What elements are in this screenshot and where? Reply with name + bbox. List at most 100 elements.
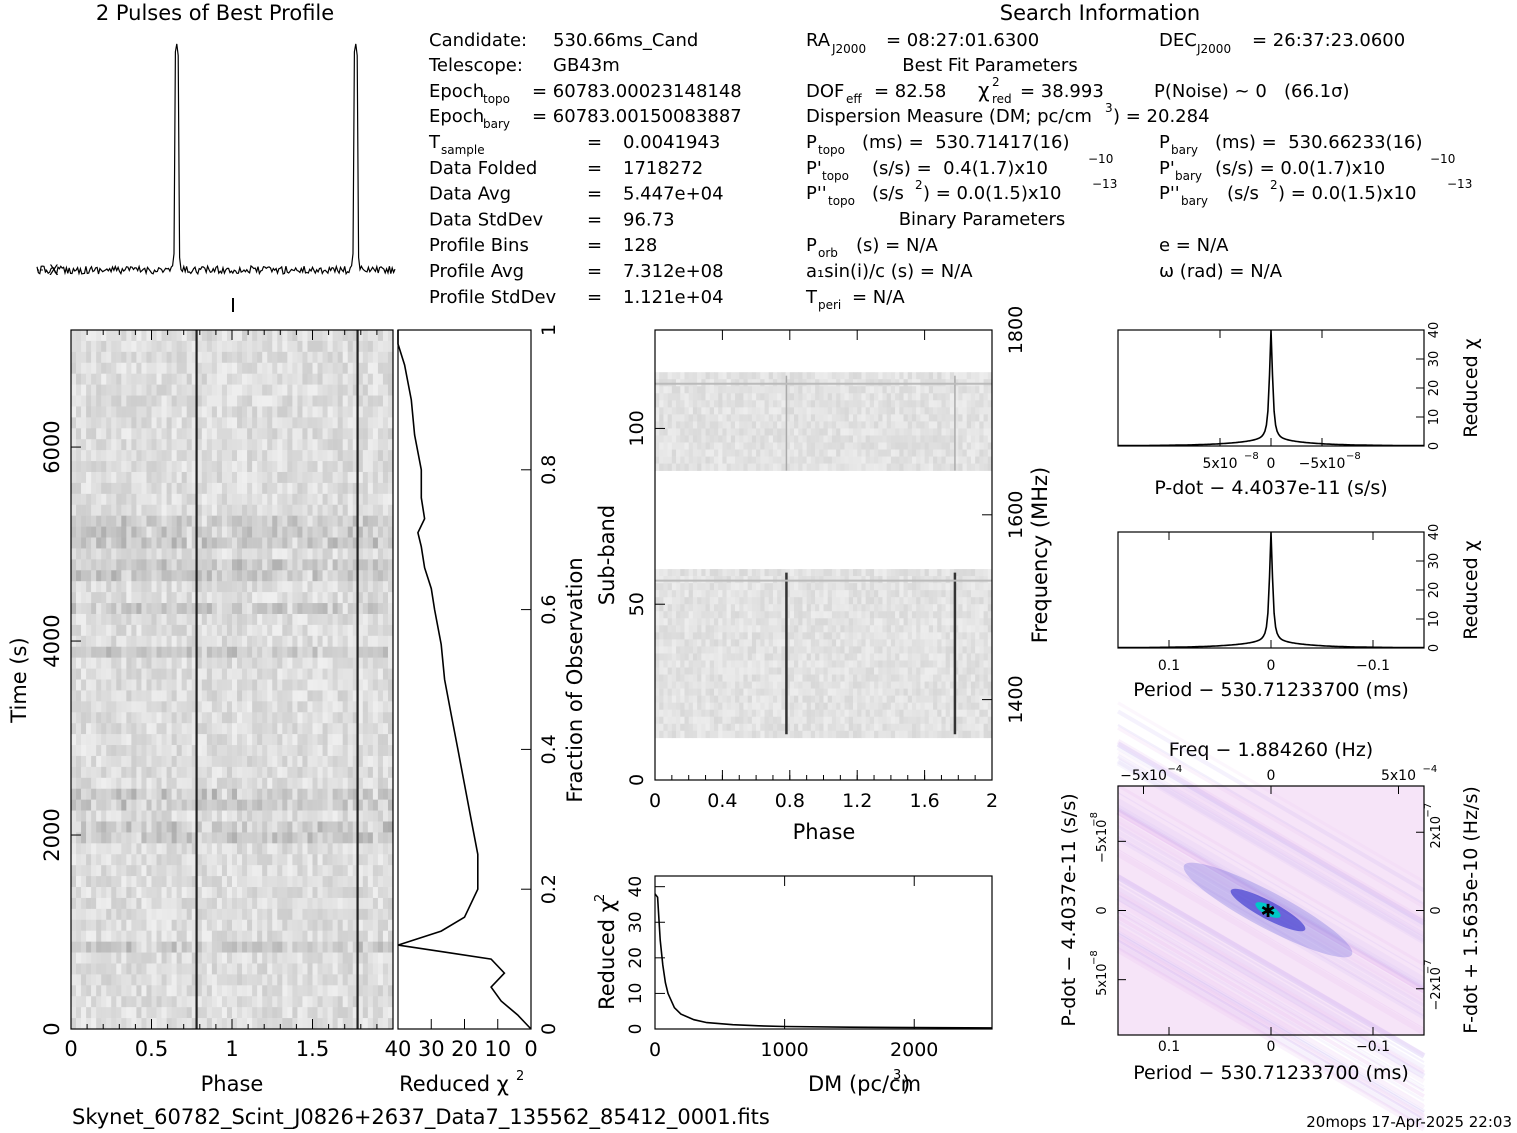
time-phase-cell xyxy=(327,810,333,822)
time-phase-cell xyxy=(282,876,288,888)
time-phase-cell xyxy=(76,963,82,975)
time-phase-cell xyxy=(362,417,369,429)
time-phase-cell xyxy=(191,821,198,833)
time-phase-cell xyxy=(191,832,198,844)
time-phase-cell xyxy=(237,668,243,680)
time-phase-cell xyxy=(156,548,162,560)
time-phase-cell xyxy=(201,417,208,429)
time-phase-cell xyxy=(362,766,369,779)
time-phase-cell xyxy=(242,952,248,964)
time-phase-cell xyxy=(101,897,107,910)
subband-cell xyxy=(831,372,837,380)
time-phase-cell xyxy=(317,755,323,768)
subband-cell xyxy=(819,421,824,429)
time-phase-cell xyxy=(232,351,238,364)
time-phase-cell xyxy=(262,340,268,353)
time-phase-cell xyxy=(337,1018,343,1030)
time-phase-cell xyxy=(342,657,349,669)
time-phase-cell xyxy=(337,745,343,757)
subband-cell xyxy=(937,393,942,401)
time-phase-cell xyxy=(161,384,167,396)
time-phase-cell xyxy=(277,515,283,527)
time-phase-cell xyxy=(307,439,313,451)
time-phase-cell xyxy=(267,493,273,506)
time-phase-cell xyxy=(287,559,293,571)
time-phase-cell xyxy=(181,788,188,800)
time-phase-cell xyxy=(382,592,389,604)
subband-cell xyxy=(966,372,972,380)
subband-cell xyxy=(701,386,706,394)
subband-cell xyxy=(886,400,892,408)
subband-cell xyxy=(663,421,668,429)
info-column-1: Candidate: 530.66ms_Cand Telescope: GB43… xyxy=(428,30,742,131)
time-phase-cell xyxy=(191,570,198,582)
time-phase-cell xyxy=(156,537,162,549)
time-phase-cell xyxy=(226,482,233,495)
time-phase-cell xyxy=(312,515,318,527)
subband-cell xyxy=(836,386,841,394)
time-phase-cell xyxy=(377,745,384,757)
time-phase-cell xyxy=(382,996,389,1008)
time-phase-cell xyxy=(121,788,127,800)
time-phase-cell xyxy=(86,330,92,342)
time-phase-cell xyxy=(277,963,283,975)
time-phase-cell xyxy=(196,635,203,648)
time-phase-cell xyxy=(91,908,97,921)
time-phase-cell xyxy=(221,690,228,702)
time-phase-cell xyxy=(232,963,238,975)
time-phase-cell xyxy=(347,461,354,473)
time-phase-cell xyxy=(297,810,303,822)
time-phase-cell xyxy=(186,985,193,997)
subband-cell xyxy=(949,421,955,429)
time-phase-cell xyxy=(136,395,142,407)
time-phase-cell xyxy=(297,603,303,615)
time-phase-cell xyxy=(297,461,303,473)
time-phase-cell xyxy=(91,810,97,822)
time-phase-cell xyxy=(342,362,349,374)
time-phase-cell xyxy=(96,974,102,986)
time-phase-cell xyxy=(347,919,354,931)
time-phase-cell xyxy=(247,461,253,473)
time-phase-cell xyxy=(297,439,303,451)
time-phase-cell xyxy=(317,799,323,811)
subband-cell xyxy=(869,372,875,380)
time-phase-cell xyxy=(221,919,228,931)
time-phase-cell xyxy=(332,745,338,757)
time-phase-cell xyxy=(156,482,162,495)
subband-cell xyxy=(655,400,660,408)
time-phase-cell xyxy=(287,450,293,462)
time-phase-cell xyxy=(191,471,198,484)
time-phase-cell xyxy=(252,679,258,691)
info-row-value: 1718272 xyxy=(623,158,703,179)
subband-cell xyxy=(730,386,736,394)
time-phase-cell xyxy=(106,1018,112,1030)
time-phase-cell xyxy=(146,755,152,768)
time-phase-cell xyxy=(141,908,147,921)
subband-cell xyxy=(869,414,875,422)
time-phase-cell xyxy=(216,712,223,724)
time-phase-cell xyxy=(211,766,218,779)
time-phase-cell xyxy=(347,930,354,942)
time-phase-cell xyxy=(176,766,182,779)
time-phase-cell xyxy=(242,712,248,724)
time-phase-cell xyxy=(111,723,117,735)
time-phase-cell xyxy=(272,603,278,615)
time-phase-cell xyxy=(191,362,198,374)
subband-cell xyxy=(831,428,837,436)
time-phase-cell xyxy=(131,592,137,604)
subband-cell xyxy=(671,428,677,436)
time-phase-cell xyxy=(282,865,288,877)
subband-cell xyxy=(928,400,934,408)
time-phase-cell xyxy=(136,897,142,910)
time-phase-cell xyxy=(377,788,384,800)
pdbary-exp: −10 xyxy=(1430,152,1455,166)
time-phase-cell xyxy=(221,581,228,593)
time-phase-cell xyxy=(297,832,303,844)
time-phase-cell xyxy=(96,723,102,735)
time-phase-cell xyxy=(302,330,308,342)
time-phase-cell xyxy=(382,493,389,506)
time-phase-cell xyxy=(272,373,278,385)
time-phase-cell xyxy=(347,603,354,615)
time-phase-cell xyxy=(196,810,203,822)
subband-cell xyxy=(954,393,959,401)
